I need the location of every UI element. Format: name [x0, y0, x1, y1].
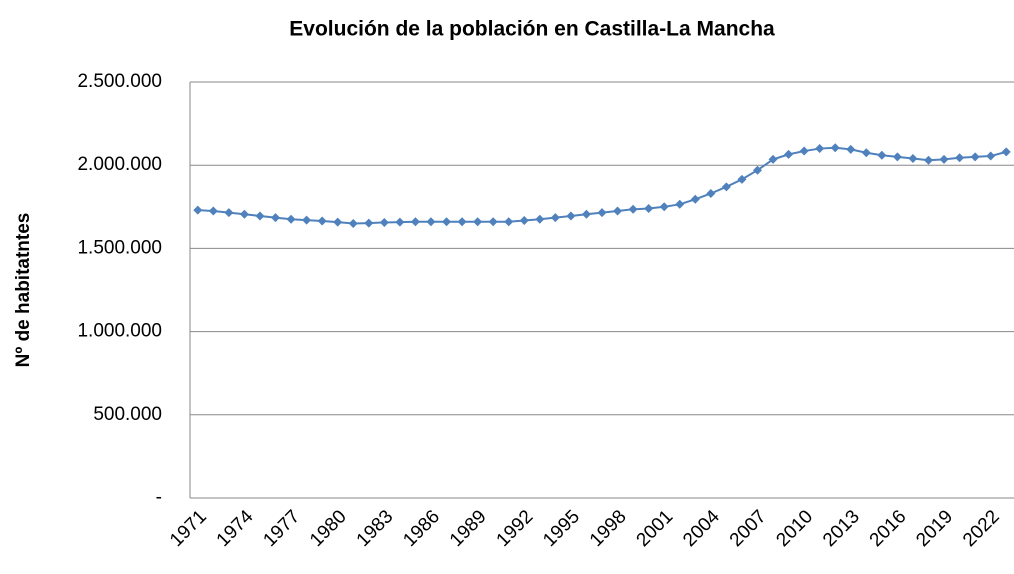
- x-tick-label: 1995: [539, 506, 584, 551]
- marker: [628, 204, 638, 214]
- marker: [504, 217, 514, 227]
- x-tick-label: 2007: [726, 506, 771, 551]
- marker: [348, 218, 358, 228]
- marker: [410, 217, 420, 227]
- marker: [550, 213, 560, 223]
- y-tick-label: 500.000: [93, 404, 162, 425]
- marker: [519, 215, 529, 225]
- marker: [581, 209, 591, 219]
- marker: [271, 213, 281, 223]
- marker: [923, 155, 933, 165]
- marker: [426, 217, 436, 227]
- marker: [986, 151, 996, 161]
- marker: [239, 209, 249, 219]
- x-tick-label: 1998: [586, 506, 631, 551]
- marker: [208, 206, 218, 216]
- x-tick-label: 1983: [353, 506, 398, 551]
- y-tick-label: 2.500.000: [77, 71, 162, 92]
- marker: [970, 152, 980, 162]
- y-tick-label: -: [156, 487, 162, 508]
- y-tick-label: 2.000.000: [77, 154, 162, 175]
- marker: [768, 154, 778, 164]
- marker: [706, 188, 716, 198]
- x-tick-label: 1989: [446, 506, 491, 551]
- marker: [613, 206, 623, 216]
- marker: [193, 205, 203, 215]
- marker: [799, 146, 809, 156]
- marker: [892, 152, 902, 162]
- marker: [488, 217, 498, 227]
- marker: [721, 182, 731, 192]
- x-tick-label: 2016: [866, 506, 911, 551]
- marker: [317, 216, 327, 226]
- marker: [379, 217, 389, 227]
- y-tick-label: 1.500.000: [77, 237, 162, 258]
- x-tick-label: 2019: [912, 506, 957, 551]
- marker: [302, 215, 312, 225]
- marker: [535, 214, 545, 224]
- marker: [815, 144, 825, 154]
- marker: [333, 217, 343, 227]
- marker: [752, 165, 762, 175]
- marker: [255, 211, 265, 221]
- marker: [737, 174, 747, 184]
- marker: [846, 144, 856, 154]
- x-tick-label: 1974: [213, 506, 258, 551]
- marker: [644, 203, 654, 213]
- marker: [784, 149, 794, 159]
- x-tick-label: 1986: [399, 506, 444, 551]
- marker: [1001, 147, 1011, 157]
- x-tick-label: 2010: [772, 506, 817, 551]
- marker: [659, 202, 669, 212]
- marker: [877, 150, 887, 160]
- marker: [955, 153, 965, 163]
- x-tick-label: 1980: [306, 506, 351, 551]
- marker: [597, 208, 607, 218]
- marker: [473, 217, 483, 227]
- x-tick-label: 2001: [633, 506, 678, 551]
- marker: [939, 154, 949, 164]
- y-axis-label: Nº de habitatntes: [13, 213, 34, 368]
- x-tick-label: 2013: [819, 506, 864, 551]
- marker: [224, 208, 234, 218]
- x-tick-label: 2022: [959, 506, 1004, 551]
- chart-title: Evolución de la población en Castilla-La…: [289, 18, 775, 41]
- marker: [675, 199, 685, 209]
- y-tick-label: 1.000.000: [77, 321, 162, 342]
- marker: [442, 217, 452, 227]
- x-tick-label: 1971: [166, 506, 211, 551]
- x-tick-label: 2004: [679, 506, 724, 551]
- marker: [566, 211, 576, 221]
- x-tick-label: 1992: [493, 506, 538, 551]
- x-tick-label: 1977: [259, 506, 304, 551]
- marker: [286, 214, 296, 224]
- marker: [364, 218, 374, 228]
- marker: [861, 148, 871, 158]
- marker: [690, 194, 700, 204]
- marker: [830, 143, 840, 153]
- marker: [457, 217, 467, 227]
- marker: [395, 217, 405, 227]
- marker: [908, 154, 918, 164]
